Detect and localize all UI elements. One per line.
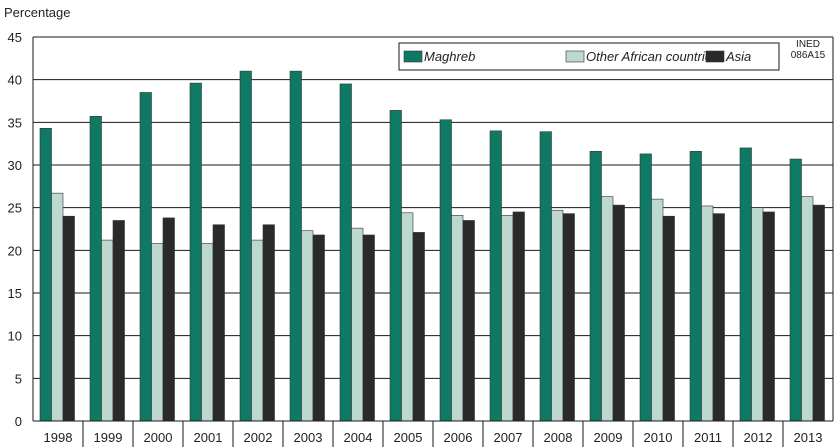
x-tick-label: 2003 (294, 430, 323, 445)
bar-other-african-countries (501, 215, 514, 422)
bar-asia (512, 211, 525, 422)
bar-asia (412, 232, 425, 422)
bar-other-african-countries (401, 212, 414, 422)
y-tick-label: 40 (8, 73, 22, 88)
note-line: 086A15 (791, 50, 826, 61)
x-tick-label: 2009 (594, 430, 623, 445)
bar-other-african-countries (451, 215, 464, 422)
bar-maghreb (689, 151, 702, 422)
bar-asia (112, 220, 125, 422)
bar-other-african-countries (301, 230, 314, 422)
legend-swatch (403, 50, 423, 63)
note-line: INED (796, 39, 820, 50)
bar-asia (462, 220, 475, 422)
bar-asia (612, 204, 625, 422)
legend-label: Maghreb (424, 49, 475, 64)
legend-label: Other African countries (586, 49, 719, 64)
bar-other-african-countries (801, 196, 814, 422)
x-tick-label: 2006 (444, 430, 473, 445)
bar-maghreb (489, 130, 502, 422)
bar-asia (262, 224, 275, 422)
y-tick-label: 20 (8, 243, 22, 258)
axes (32, 37, 834, 447)
x-tick-label: 2012 (744, 430, 773, 445)
x-tick-label: 2008 (544, 430, 573, 445)
y-tick-label: 45 (8, 30, 22, 45)
bar-other-african-countries (701, 205, 714, 422)
bar-maghreb (289, 70, 302, 422)
bar-other-african-countries (651, 198, 664, 422)
bar-other-african-countries (201, 243, 214, 422)
y-tick-label: 10 (8, 329, 22, 344)
bars (39, 70, 825, 422)
y-tick-label: 25 (8, 201, 22, 216)
x-tick-label: 2000 (144, 430, 173, 445)
x-tick-label: 1999 (94, 430, 123, 445)
bar-maghreb (439, 119, 452, 422)
bar-other-african-countries (51, 192, 64, 422)
legend: Maghreb Other African countries Asia (398, 42, 780, 71)
bar-other-african-countries (601, 196, 614, 422)
y-tick-label: 35 (8, 115, 22, 130)
bar-other-african-countries (751, 207, 764, 422)
bar-asia (812, 204, 825, 422)
bar-maghreb (739, 147, 752, 422)
x-tick-label: 2002 (244, 430, 273, 445)
x-tick-label: 2001 (194, 430, 223, 445)
bar-asia (362, 234, 375, 422)
bar-maghreb (539, 131, 552, 422)
bar-maghreb (89, 116, 102, 422)
bar-asia (762, 211, 775, 422)
x-tick-label: 2004 (344, 430, 373, 445)
legend-swatch (565, 50, 585, 63)
bar-maghreb (339, 83, 352, 422)
x-tick-label: 2005 (394, 430, 423, 445)
bar-other-african-countries (551, 209, 564, 422)
bar-maghreb (239, 70, 252, 422)
y-tick-labels: 0 5 10 15 20 25 30 35 40 45 (8, 30, 22, 429)
legend-label: Asia (725, 49, 751, 64)
bar-maghreb (789, 158, 802, 422)
legend-swatch (705, 50, 725, 63)
y-tick-label: 5 (15, 371, 22, 386)
x-tick-label: 2007 (494, 430, 523, 445)
bar-asia (662, 215, 675, 422)
bar-other-african-countries (351, 227, 364, 422)
y-tick-label: 30 (8, 158, 22, 173)
y-tick-label: 0 (15, 414, 22, 429)
x-tick-labels: 1998 1999 2000 2001 2002 2003 2004 2005 2006 2007… (44, 430, 823, 445)
bar-other-african-countries (151, 243, 164, 422)
bar-asia (312, 234, 325, 422)
y-tick-label: 15 (8, 286, 22, 301)
x-tick-label: 2011 (694, 430, 722, 445)
x-tick-label: 1998 (44, 430, 73, 445)
bar-maghreb (639, 153, 652, 422)
bar-asia (62, 215, 75, 422)
bar-asia (212, 224, 225, 422)
bar-maghreb (389, 110, 402, 422)
bar-other-african-countries (251, 239, 264, 422)
bar-maghreb (39, 128, 52, 422)
bar-maghreb (589, 151, 602, 422)
y-axis-title: Percentage (4, 5, 71, 20)
bar-maghreb (139, 92, 152, 422)
bar-asia (712, 213, 725, 422)
x-tick-label: 2010 (644, 430, 673, 445)
bar-maghreb (189, 82, 202, 422)
bar-asia (562, 213, 575, 422)
bar-other-african-countries (101, 239, 114, 422)
x-tick-label: 2013 (794, 430, 823, 445)
bar-asia (162, 217, 175, 422)
